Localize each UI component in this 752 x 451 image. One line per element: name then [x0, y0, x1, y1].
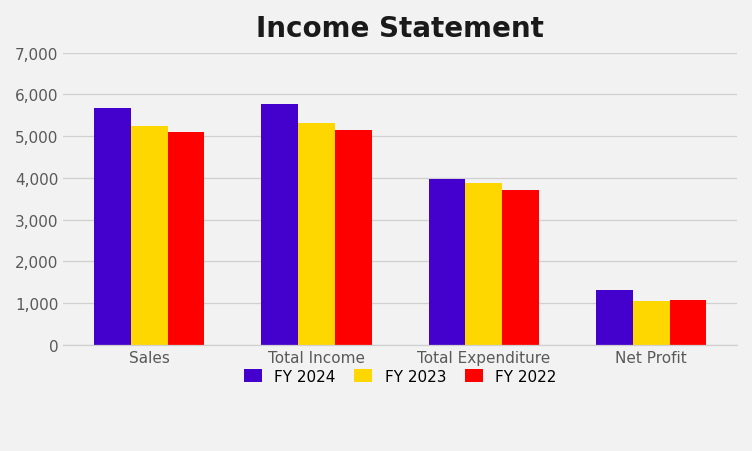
Bar — [669, 300, 706, 345]
Bar — [94, 109, 131, 345]
Bar — [596, 290, 632, 345]
Bar — [131, 126, 168, 345]
Bar — [168, 133, 205, 345]
Bar — [632, 301, 669, 345]
Bar — [429, 180, 465, 345]
Bar — [298, 124, 335, 345]
Bar — [502, 191, 539, 345]
Bar — [335, 131, 371, 345]
Title: Income Statement: Income Statement — [256, 15, 544, 43]
Bar — [465, 184, 502, 345]
Bar — [261, 104, 298, 345]
Legend: FY 2024, FY 2023, FY 2022: FY 2024, FY 2023, FY 2022 — [238, 363, 562, 390]
